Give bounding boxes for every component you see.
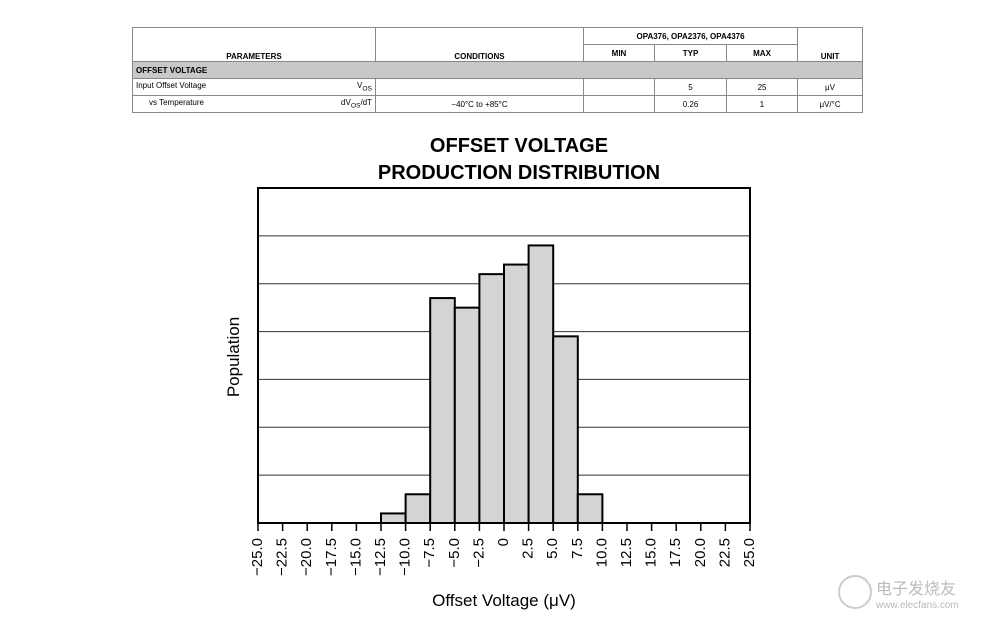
y-axis-label: Population <box>224 317 243 397</box>
x-tick-label: 5.0 <box>544 538 561 559</box>
x-tick-label: −2.5 <box>470 538 487 568</box>
x-tick-label: −22.5 <box>274 538 291 576</box>
symbol-sub: OS <box>350 102 361 110</box>
symbol-sub: OS <box>362 85 372 93</box>
chart-title: PRODUCTION DISTRIBUTION <box>378 162 660 184</box>
bar <box>576 493 604 524</box>
x-tick-label: 0 <box>495 538 512 546</box>
bar <box>478 273 505 524</box>
x-tick-label: −15.0 <box>347 538 364 576</box>
x-tick-label: −12.5 <box>372 538 389 576</box>
watermark-logo <box>838 575 872 609</box>
symbol: dVOS/dT <box>341 98 372 110</box>
symbol-part: /dT <box>360 98 372 108</box>
x-tick-label: −7.5 <box>421 538 438 568</box>
bar <box>453 306 481 524</box>
x-tick-label: 7.5 <box>569 538 586 559</box>
param-cell: vs Temperature dVOS/dT <box>132 95 376 113</box>
x-axis-label: Offset Voltage (μV) <box>432 591 576 610</box>
cell: 1 <box>725 95 799 113</box>
x-tick-label: 17.5 <box>667 538 684 567</box>
symbol: VOS <box>357 81 372 93</box>
bar <box>552 335 579 524</box>
x-tick-label: −25.0 <box>249 538 266 576</box>
x-tick-label: −5.0 <box>446 538 463 568</box>
x-tick-label: −10.0 <box>397 538 414 576</box>
watermark: 电子发烧友 <box>876 580 956 598</box>
cell: 0.26 <box>654 95 727 113</box>
bar <box>503 263 530 524</box>
cell: μV/°C <box>797 95 864 113</box>
x-tick-label: 10.0 <box>593 538 610 567</box>
bar <box>380 512 407 525</box>
bar <box>527 244 555 525</box>
x-tick-label: −17.5 <box>323 538 340 576</box>
bar <box>404 493 432 524</box>
x-tick-label: −20.0 <box>298 538 315 576</box>
x-tick-label: 22.5 <box>716 538 733 567</box>
x-tick-label: 20.0 <box>692 538 709 567</box>
param: Input Offset Voltage <box>136 81 207 91</box>
symbol-part: dV <box>341 98 351 108</box>
x-tick-label: 25.0 <box>741 538 758 567</box>
x-tick-label: 12.5 <box>618 538 635 567</box>
watermark: www.elecfans.com <box>875 600 959 611</box>
x-tick-label: 2.5 <box>520 538 537 559</box>
symbol-part: V <box>357 81 363 91</box>
x-tick-label: 15.0 <box>643 538 660 567</box>
chart-title: OFFSET VOLTAGE <box>430 135 608 157</box>
section-row: OFFSET VOLTAGE <box>131 61 864 79</box>
param: vs Temperature <box>149 98 204 108</box>
bar <box>429 297 456 525</box>
spec-table: PARAMETERS CONDITIONS OPA376, OPA2376, O… <box>131 27 864 113</box>
